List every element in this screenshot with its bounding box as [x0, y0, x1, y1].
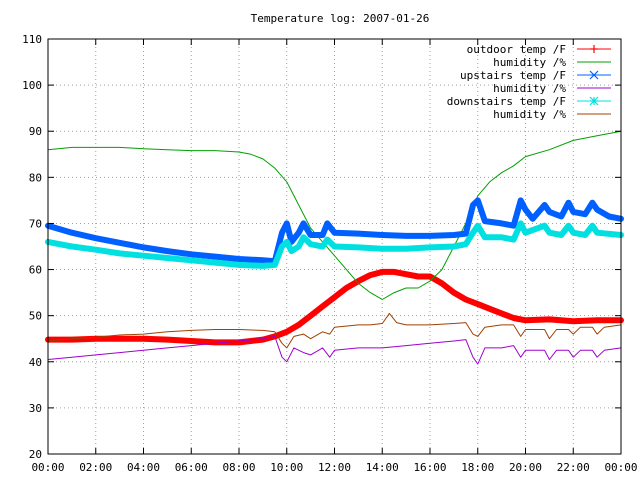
legend-marker	[589, 96, 599, 106]
legend-label: downstairs temp /F	[447, 95, 566, 108]
y-tick-label: 100	[22, 79, 42, 92]
y-tick-label: 70	[29, 217, 42, 230]
x-tick-label: 08:00	[222, 461, 255, 474]
y-tick-label: 110	[22, 33, 42, 46]
y-tick-label: 20	[29, 448, 42, 461]
x-tick-label: 12:00	[318, 461, 351, 474]
legend-label: humidity /%	[493, 56, 566, 69]
x-tick-label: 10:00	[270, 461, 303, 474]
y-tick-label: 60	[29, 264, 42, 277]
x-tick-label: 14:00	[366, 461, 399, 474]
legend-label: outdoor temp /F	[467, 43, 566, 56]
legend-label: humidity /%	[493, 108, 566, 121]
plot-frame	[47, 38, 622, 455]
series-line-4	[47, 335, 622, 365]
series-group	[45, 130, 624, 365]
x-tick-label: 02:00	[79, 461, 112, 474]
y-tick-label: 90	[29, 125, 42, 138]
chart-title: Temperature log: 2007-01-26	[251, 12, 430, 25]
legend-label: humidity /%	[493, 82, 566, 95]
series-line-6	[47, 312, 622, 349]
series-line-2	[47, 130, 622, 300]
y-tick-label: 80	[29, 171, 42, 184]
x-tick-label: 20:00	[509, 461, 542, 474]
x-tick-label: 00:00	[604, 461, 637, 474]
legend-label: upstairs temp /F	[460, 69, 566, 82]
x-tick-label: 04:00	[127, 461, 160, 474]
series-line-5	[45, 220, 624, 269]
axes: 20 30 40 50 60 70 80 90 100 110 00:00 02:00 04:00 06:…	[22, 33, 637, 474]
x-tick-label: 16:00	[413, 461, 446, 474]
y-tick-label: 50	[29, 310, 42, 323]
legend-marker	[589, 70, 599, 80]
series-line-3	[45, 197, 624, 265]
y-tick-label: 40	[29, 356, 42, 369]
x-tick-label: 18:00	[461, 461, 494, 474]
legend-marker	[590, 45, 598, 53]
series-line-1	[45, 268, 624, 346]
x-tick-label: 22:00	[557, 461, 590, 474]
x-tick-label: 00:00	[31, 461, 64, 474]
y-tick-label: 30	[29, 402, 42, 415]
x-tick-label: 06:00	[175, 461, 208, 474]
